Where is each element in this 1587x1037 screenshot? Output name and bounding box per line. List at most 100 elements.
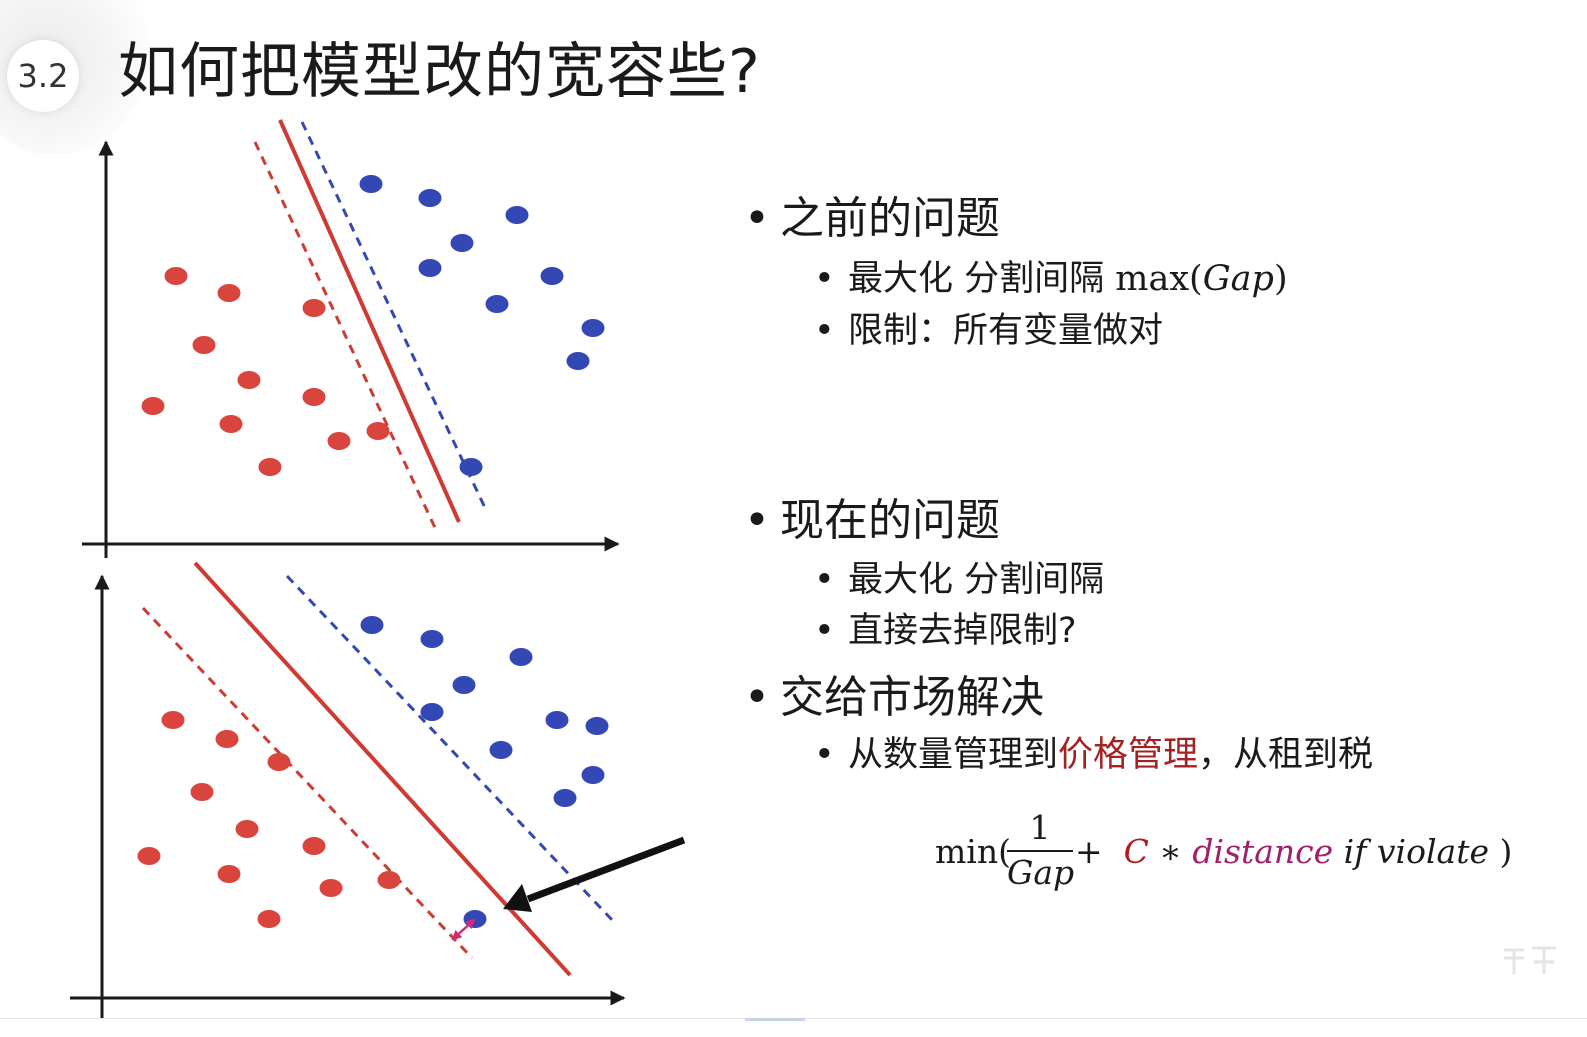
bottom-red-points — [137, 711, 401, 928]
market-heading-text: 交给市场解决 — [780, 672, 1044, 723]
red-point — [137, 847, 161, 865]
red-point — [377, 871, 401, 889]
sub-bullet-dot: • — [814, 259, 835, 299]
blue-point — [505, 206, 529, 224]
bullet-before-item-1: • 最大化 分割间隔 max(Gap) — [814, 257, 1288, 301]
formula-c: C — [1123, 832, 1149, 871]
red-point — [217, 284, 241, 302]
bullet-now-heading: • 现在的问题 — [744, 493, 1000, 549]
market-item-suffix: ，从租到税 — [1198, 735, 1374, 775]
now-item-2-text: 直接去掉限制? — [848, 611, 1077, 651]
red-point — [215, 730, 239, 748]
watermark-icon — [1504, 946, 1556, 974]
formula-close: ) — [1499, 832, 1513, 871]
violation-distance-arrow — [451, 918, 476, 941]
red-point — [237, 371, 261, 389]
top-axes — [82, 140, 620, 558]
red-point — [219, 415, 243, 433]
blue-point — [485, 295, 509, 313]
red-point — [267, 753, 291, 771]
red-point — [141, 397, 165, 415]
top-blue-points — [359, 175, 605, 476]
bullet-dot: • — [744, 672, 770, 723]
page-title: 如何把模型改的宽容些? — [118, 37, 761, 107]
blue-point — [581, 766, 605, 784]
before-item-1-text: 最大化 分割间隔 — [848, 259, 1116, 299]
sub-bullet-dot: • — [814, 560, 835, 600]
bullet-before-item-2: • 限制：所有变量做对 — [814, 309, 1163, 353]
bottom-red-margin-line — [141, 606, 474, 960]
formula-numerator: 1 — [1029, 808, 1051, 847]
sub-bullet-dot: • — [814, 735, 835, 775]
bottom-axes — [70, 574, 626, 1020]
blue-point — [420, 630, 444, 648]
formula-rest: + C ∗ distance if violate ) — [1075, 832, 1512, 871]
blue-point — [509, 648, 533, 666]
red-point — [258, 458, 282, 476]
red-point — [302, 388, 326, 406]
red-point — [302, 299, 326, 317]
blue-point — [420, 703, 444, 721]
blue-point — [545, 711, 569, 729]
section-number: 3.2 — [17, 57, 69, 95]
fraction-bar — [1007, 850, 1073, 852]
blue-point — [566, 352, 590, 370]
before-item-2-text: 限制：所有变量做对 — [848, 311, 1164, 351]
top-red-margin-line — [253, 141, 439, 533]
bullet-dot: • — [744, 495, 770, 546]
blue-point — [581, 319, 605, 337]
bullet-dot: • — [744, 193, 770, 244]
blue-point — [489, 741, 513, 759]
before-heading-text: 之前的问题 — [780, 193, 1000, 244]
bottom-blue-margin-line — [285, 574, 616, 924]
sub-bullet-dot: • — [814, 611, 835, 651]
formula-denominator: Gap — [1007, 853, 1075, 892]
top-blue-margin-line — [300, 121, 489, 513]
blue-point — [418, 259, 442, 277]
formula-plus: + — [1075, 832, 1103, 871]
top-red-points — [141, 267, 390, 476]
blue-point — [553, 789, 577, 807]
blue-point — [585, 717, 609, 735]
blue-point — [359, 175, 383, 193]
blue-point — [418, 189, 442, 207]
red-point — [190, 783, 214, 801]
red-point — [161, 711, 185, 729]
section-badge: 3.2 — [7, 40, 79, 112]
red-point — [327, 432, 351, 450]
black-arrow-icon — [503, 836, 686, 912]
bullet-market-item: • 从数量管理到价格管理，从租到税 — [814, 733, 1373, 777]
red-point — [217, 865, 241, 883]
formula-fraction: 1 Gap — [1007, 808, 1075, 892]
max-fn: max( — [1115, 259, 1203, 299]
bullet-before-heading: • 之前的问题 — [744, 191, 1000, 247]
formula-min: min( — [935, 832, 1011, 871]
top-plot — [82, 119, 620, 558]
bullet-now-item-1: • 最大化 分割间隔 — [814, 558, 1104, 602]
blue-point — [540, 267, 564, 285]
bullet-now-item-2: • 直接去掉限制? — [814, 609, 1077, 653]
blue-point — [360, 616, 384, 634]
progress-marker — [745, 1018, 805, 1021]
market-item-prefix: 从数量管理到 — [848, 735, 1059, 775]
bullet-market-heading: • 交给市场解决 — [744, 670, 1044, 726]
red-point — [235, 820, 259, 838]
red-point — [319, 879, 343, 897]
blue-point — [452, 676, 476, 694]
formula-times: ∗ — [1159, 832, 1182, 871]
bottom-plot — [70, 561, 686, 1020]
blue-point — [459, 458, 483, 476]
blue-point — [450, 234, 474, 252]
red-point — [164, 267, 188, 285]
formula-distance: distance — [1192, 832, 1334, 871]
red-point — [257, 910, 281, 928]
formula-condition: if violate — [1343, 832, 1489, 871]
now-heading-text: 现在的问题 — [780, 495, 1000, 546]
red-point — [192, 336, 216, 354]
objective-formula: min( 1 Gap + C ∗ distance if violate ) — [935, 808, 1535, 898]
red-point — [302, 837, 326, 855]
gap-var: Gap — [1202, 259, 1274, 299]
max-close: ) — [1273, 259, 1288, 299]
red-point — [366, 422, 390, 440]
